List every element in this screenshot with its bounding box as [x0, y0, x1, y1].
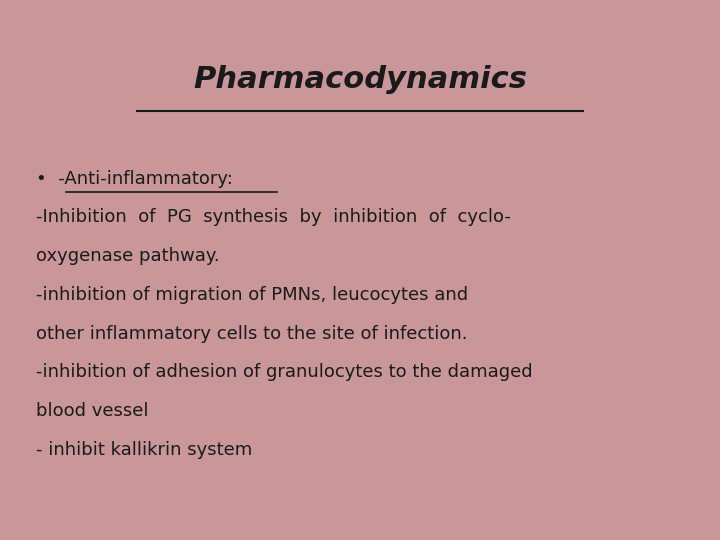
Text: -inhibition of adhesion of granulocytes to the damaged: -inhibition of adhesion of granulocytes …	[36, 363, 533, 381]
Text: -inhibition of migration of PMNs, leucocytes and: -inhibition of migration of PMNs, leucoc…	[36, 286, 468, 303]
Text: •  -Anti-inflammatory:: • -Anti-inflammatory:	[36, 170, 233, 188]
Text: blood vessel: blood vessel	[36, 402, 148, 420]
Text: -Inhibition  of  PG  synthesis  by  inhibition  of  cyclo-: -Inhibition of PG synthesis by inhibitio…	[36, 208, 511, 226]
Text: Pharmacodynamics: Pharmacodynamics	[193, 65, 527, 94]
Text: - inhibit kallikrin system: - inhibit kallikrin system	[36, 441, 252, 459]
Text: other inflammatory cells to the site of infection.: other inflammatory cells to the site of …	[36, 325, 467, 342]
Text: oxygenase pathway.: oxygenase pathway.	[36, 247, 220, 265]
